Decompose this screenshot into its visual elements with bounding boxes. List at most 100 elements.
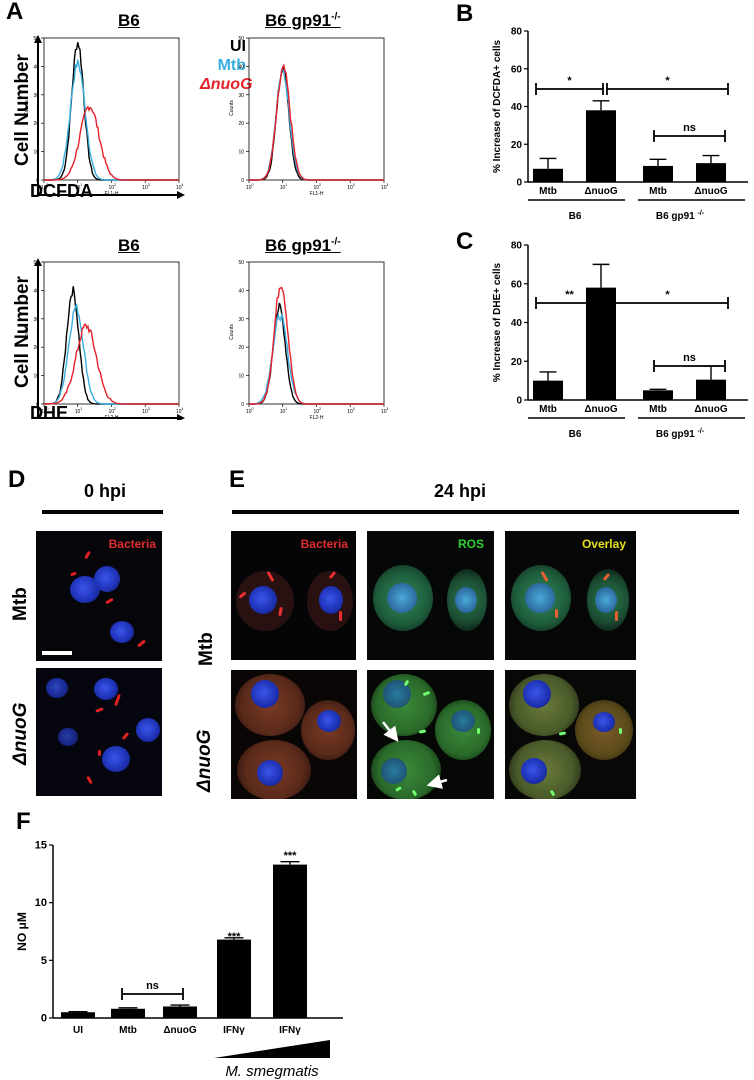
y-tick-label: 20 xyxy=(511,140,523,151)
x-tick-exponent: 4 xyxy=(387,183,389,187)
x-tick-label: 10 xyxy=(109,185,115,191)
category-label: ΔnuoG xyxy=(694,404,728,415)
histogram-line-mtb xyxy=(44,303,179,405)
y-tick-label: 20 xyxy=(238,345,244,351)
x-tick-label: 10 xyxy=(246,185,252,191)
category-label: ΔnuoG xyxy=(584,186,618,197)
x-tick-label: 10 xyxy=(176,409,182,415)
x-tick-exponent: 4 xyxy=(182,407,184,411)
nucleus xyxy=(387,583,417,613)
a-row1-ylabel: Cell Number xyxy=(12,54,33,166)
arrows xyxy=(382,721,448,789)
x-tick-exponent: 1 xyxy=(285,183,287,187)
histogram-line-ui xyxy=(249,302,384,405)
category-label: Mtb xyxy=(539,404,557,415)
bar-0 xyxy=(533,168,563,182)
bar-4 xyxy=(273,864,307,1018)
bacterium xyxy=(95,707,104,713)
nucleus xyxy=(595,587,617,613)
d-title-bar xyxy=(42,510,163,514)
nucleus xyxy=(94,678,118,700)
nucleus xyxy=(251,680,279,708)
x-tick-label: 10 xyxy=(41,185,47,191)
arrow-icon xyxy=(382,721,399,742)
x-tick-label: 10 xyxy=(142,409,148,415)
sig-bracket-label: * xyxy=(665,289,670,301)
x-tick-exponent: 2 xyxy=(319,407,321,411)
nucleus xyxy=(317,710,341,732)
e-ros-tag: ROS xyxy=(457,537,484,551)
x-tick-exponent: 3 xyxy=(148,407,150,411)
gradient-triangle-icon xyxy=(214,1040,330,1058)
x-small-label: FL2-H xyxy=(310,415,324,420)
e-bacteria-tag: Bacteria xyxy=(300,537,348,551)
bacterium xyxy=(619,728,622,734)
arrow-head-icon xyxy=(34,35,42,43)
x-tick-label: 10 xyxy=(314,185,320,191)
e-mtb-overlay: Overlay xyxy=(505,531,636,660)
x-tick-exponent: 0 xyxy=(252,183,254,187)
y-axis-label: % Increase of DHE+ cells xyxy=(492,262,503,382)
y-tick-label: 0 xyxy=(516,178,522,189)
a-legend: UI Mtb ΔnuoG xyxy=(200,37,253,94)
nucleus xyxy=(593,712,615,732)
nucleus xyxy=(249,586,277,614)
nucleus xyxy=(381,758,407,784)
y-tick-label: 20 xyxy=(238,121,244,127)
y-axis-label: % Increase of DCFDA+ cells xyxy=(492,40,503,174)
category-label: IFNγ xyxy=(223,1025,245,1036)
arrow-icon xyxy=(426,774,448,789)
x-tick-label: 10 xyxy=(280,409,286,415)
y-small-label: Counts xyxy=(24,100,30,116)
x-tick-label: 10 xyxy=(280,185,286,191)
d-bacteria-tag: Bacteria xyxy=(108,537,156,551)
scale-bar xyxy=(42,651,72,655)
category-label: ΔnuoG xyxy=(584,404,618,415)
panel-letter-c: C xyxy=(456,228,474,255)
d-mtb-image: Bacteria xyxy=(36,531,162,661)
y-tick-label: 20 xyxy=(33,345,39,351)
x-tick-exponent: 4 xyxy=(387,407,389,411)
sig-bracket-label: * xyxy=(665,75,670,87)
nucleus xyxy=(521,758,547,784)
arrow-head-icon xyxy=(177,191,185,199)
y-axis-label: NO μM xyxy=(15,912,29,951)
y-tick-label: 30 xyxy=(33,93,39,99)
e-row-mtb: Mtb xyxy=(196,632,217,666)
bar-1 xyxy=(586,287,616,400)
bar-3 xyxy=(696,163,726,182)
y-tick-label: 60 xyxy=(511,279,523,290)
x-tick-exponent: 3 xyxy=(353,183,355,187)
e-mtb-bacteria: Bacteria xyxy=(231,531,356,660)
a-row2-ylabel: Cell Number xyxy=(12,276,33,388)
y-tick-label: 30 xyxy=(33,317,39,323)
x-tick-label: 10 xyxy=(381,185,387,191)
category-label: IFNγ xyxy=(279,1025,301,1036)
x-tick-label: 10 xyxy=(75,185,81,191)
group-label: B6 gp91 -/- xyxy=(656,210,705,222)
category-label: ΔnuoG xyxy=(163,1025,197,1036)
nucleus xyxy=(102,746,130,772)
y-small-label: Counts xyxy=(24,324,30,340)
bacterium xyxy=(558,731,567,736)
histogram-frame xyxy=(248,37,385,181)
bar-chart-f: 0 5 10 15 NO μM UI Mtb ΔnuoG IFNγ IFNγ ns *** *** M. … xyxy=(15,840,343,1080)
ns-bracket-label: ns xyxy=(683,122,696,134)
e-nuog-ros xyxy=(367,670,494,799)
y-tick-label: 0 xyxy=(516,396,522,407)
flow-histograms: 01020304050Counts100101102103104FL1-H010… xyxy=(24,35,389,420)
histogram-frame xyxy=(43,261,180,405)
y-tick-label: 10 xyxy=(33,150,39,156)
bacterium xyxy=(477,728,480,734)
y-tick-label: 0 xyxy=(241,178,244,184)
bar-1 xyxy=(111,1008,145,1018)
a-row1-stain: DCFDA xyxy=(30,181,93,201)
x-tick-exponent: 1 xyxy=(285,407,287,411)
x-tick-exponent: 1 xyxy=(80,183,82,187)
a-row1-title-gp91: B6 gp91-/- xyxy=(265,11,341,30)
y-tick-label: 0 xyxy=(41,1013,47,1025)
histogram-line-δnuog xyxy=(249,63,384,181)
y-tick-label: 40 xyxy=(511,318,523,329)
e-title-bar xyxy=(232,510,739,514)
x-tick-exponent: 2 xyxy=(114,183,116,187)
